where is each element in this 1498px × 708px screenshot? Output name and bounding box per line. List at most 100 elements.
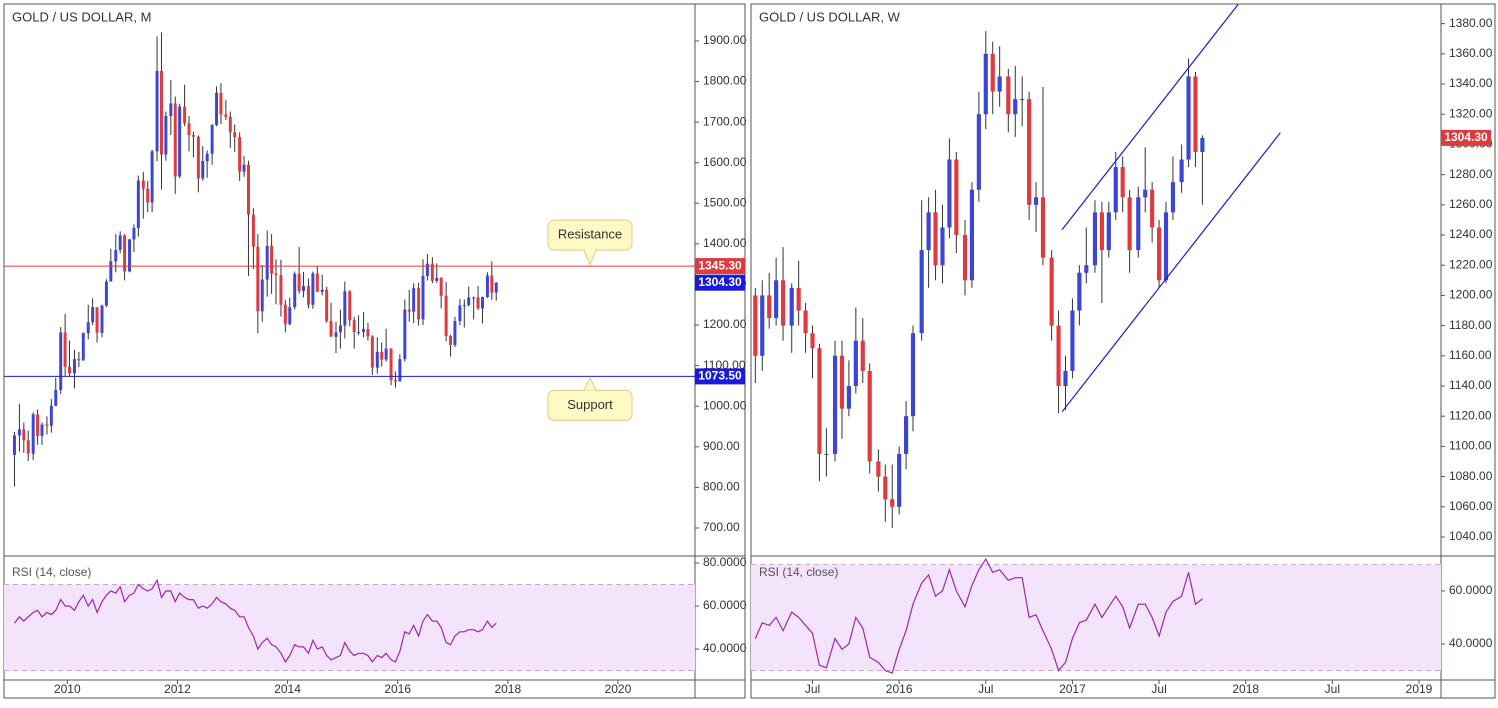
candle-body — [1150, 189, 1155, 228]
candle-body — [1056, 325, 1061, 386]
candle-body — [439, 277, 443, 296]
y-tick-label: 1600.00 — [703, 155, 747, 169]
y-tick-label: 1040.00 — [1449, 529, 1493, 543]
candle-body — [59, 332, 63, 390]
candle-body — [467, 297, 471, 306]
candle-body — [311, 273, 315, 305]
y-tick-label: 1500.00 — [703, 195, 747, 209]
candle-body — [803, 310, 808, 334]
pane-frame — [750, 3, 1496, 699]
candle-body — [297, 273, 301, 291]
candle-body — [384, 348, 388, 360]
candle-body — [753, 295, 758, 356]
y-tick-label: 900.00 — [703, 439, 740, 453]
y-tick-label: 1240.00 — [1449, 227, 1493, 241]
candle-body — [366, 329, 370, 337]
candle-body — [774, 280, 779, 319]
candle-body — [472, 297, 476, 299]
x-tick-label: 2019 — [1406, 682, 1433, 696]
x-tick-label: 2017 — [1059, 682, 1086, 696]
candle-body — [403, 309, 407, 360]
candle-body — [1136, 197, 1141, 251]
rsi-y-tick-label: 60.0000 — [703, 598, 747, 612]
x-tick-label: 2018 — [494, 682, 521, 696]
callout-pointer — [583, 249, 597, 267]
candle-body — [36, 414, 40, 436]
y-tick-label: 1100.00 — [1449, 439, 1492, 453]
candle-body — [760, 295, 765, 356]
candle-body — [49, 405, 53, 426]
candle-body — [77, 359, 81, 361]
candle-body — [1013, 99, 1018, 115]
candle-body — [933, 212, 938, 266]
candle-body — [407, 309, 411, 312]
y-tick-label: 1700.00 — [703, 114, 747, 128]
candle-body — [897, 453, 902, 507]
candle-body — [283, 304, 287, 325]
candle-body — [983, 53, 988, 115]
candle-body — [449, 336, 453, 345]
candle-body — [306, 286, 310, 305]
y-tick-label: 1080.00 — [1449, 469, 1493, 483]
candle-body — [155, 70, 159, 152]
candle-body — [490, 275, 494, 293]
candle-body — [969, 189, 975, 281]
candle-body — [26, 440, 30, 454]
y-tick-label: 1120.00 — [1449, 408, 1492, 422]
candle-body — [173, 103, 177, 177]
level-tag — [695, 368, 745, 385]
candle-body — [389, 348, 393, 381]
y-tick-label: 1200.00 — [1449, 288, 1493, 302]
y-tick-label: 1160.00 — [1449, 348, 1492, 362]
candle-body — [348, 291, 352, 321]
candle-body — [1040, 197, 1046, 258]
x-tick-label: Jul — [1151, 682, 1166, 696]
candle-body — [12, 435, 16, 455]
candle-body — [265, 245, 269, 280]
candle-body — [362, 329, 366, 332]
candle-body — [890, 499, 895, 507]
last-price-label: 1304.30 — [698, 275, 742, 289]
last-price-tag — [1441, 129, 1491, 146]
candle-body — [338, 325, 342, 333]
candle-body — [485, 275, 489, 298]
candle-body — [270, 245, 274, 274]
y-tick-label: 1220.00 — [1449, 257, 1493, 271]
candle-body — [1027, 99, 1032, 205]
candle-body — [210, 124, 214, 154]
candle-body — [910, 333, 916, 417]
y-tick-label: 1180.00 — [1449, 318, 1492, 332]
candle-body — [494, 282, 498, 293]
callout-pointer — [583, 376, 597, 391]
candle-body — [141, 180, 145, 189]
candle-body — [867, 370, 872, 462]
level-tag-label: 1345.30 — [698, 258, 742, 272]
candle-body — [228, 116, 232, 133]
candle-body — [201, 161, 205, 179]
rsi-band — [751, 564, 1441, 671]
candle-body — [1092, 212, 1098, 266]
candle-body — [1099, 212, 1104, 251]
candle-body — [476, 297, 480, 309]
candle-body — [962, 235, 968, 281]
candle-body — [238, 137, 242, 172]
candle-body — [150, 151, 154, 203]
callout-text: Support — [567, 397, 613, 412]
candle-body — [86, 322, 90, 334]
x-tick-label: 2016 — [384, 682, 411, 696]
trend-line — [1061, 4, 1240, 231]
candle-body — [1020, 99, 1025, 101]
candle-body — [458, 305, 462, 321]
trend-line — [1061, 132, 1281, 413]
candle-body — [1033, 197, 1039, 205]
y-tick-label: 1200.00 — [703, 317, 747, 331]
candle-body — [1077, 272, 1082, 311]
candle-body — [876, 461, 881, 477]
candle-body — [1179, 159, 1184, 183]
candle-body — [421, 275, 425, 320]
x-tick-label: 2018 — [1232, 682, 1259, 696]
x-tick-label: Jul — [805, 682, 820, 696]
x-tick-label: 2016 — [886, 682, 913, 696]
rsi-line — [14, 578, 497, 664]
candle-body — [159, 70, 163, 155]
